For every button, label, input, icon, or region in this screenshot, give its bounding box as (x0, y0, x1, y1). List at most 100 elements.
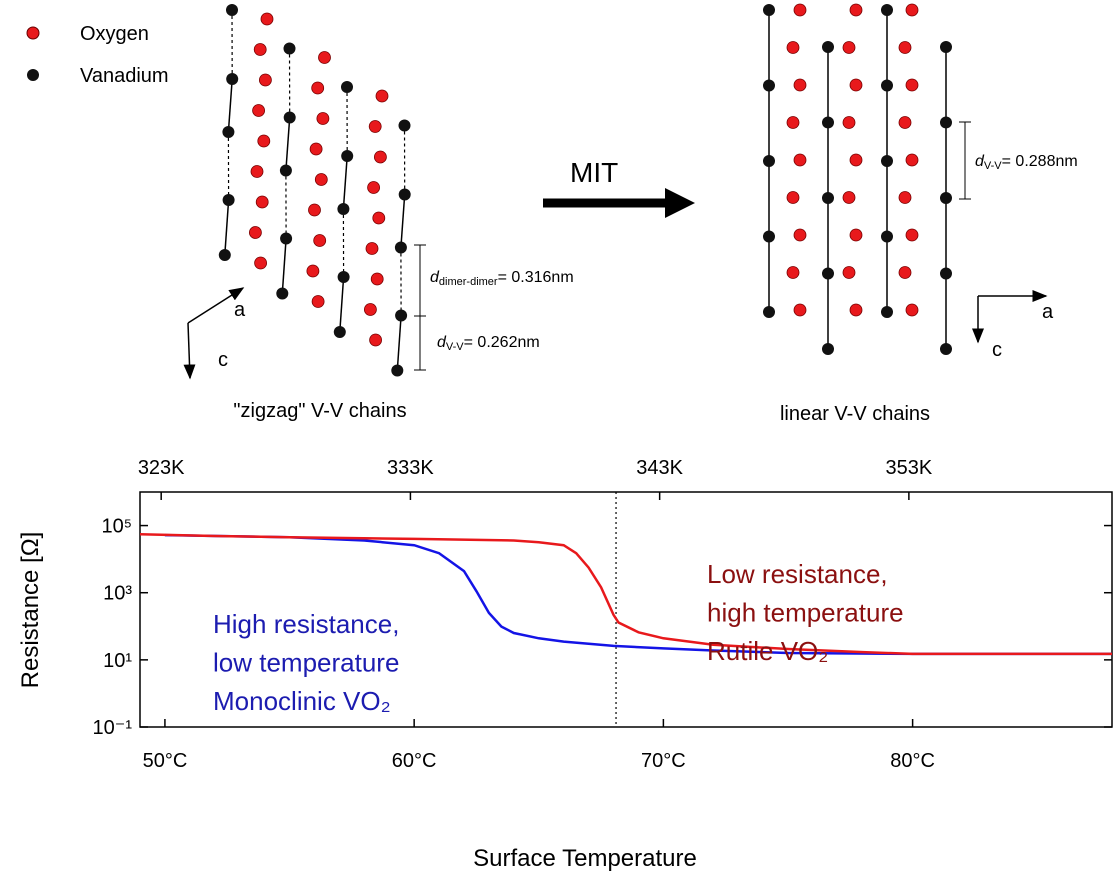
y-tick-label: 10⁵ (101, 516, 132, 538)
oxygen-atom (793, 78, 807, 92)
diagram: Oxygen Vanadium MIT "zigzag" V-V chains … (26, 3, 1078, 425)
oxygen-atom (793, 3, 807, 17)
oxygen-atom (898, 41, 912, 54)
oxygen-atom (905, 303, 919, 317)
vanadium-atom (881, 79, 893, 92)
oxygen-atom (842, 116, 856, 129)
axis-letter: c (218, 349, 228, 371)
oxygen-atom (255, 195, 269, 209)
vanadium-atom (940, 116, 952, 129)
vanadium-atom (763, 79, 775, 92)
distance-label: dV-V= 0.262nm (437, 334, 540, 353)
annotation: High resistance, (213, 609, 399, 639)
oxygen-atom (365, 242, 379, 255)
vanadium-atom (881, 306, 893, 318)
oxygen-atom (842, 191, 856, 204)
caption: linear V-V chains (780, 403, 930, 425)
vanadium-atom (881, 4, 893, 16)
vanadium-atom (822, 192, 834, 204)
oxygen-atom (849, 78, 863, 92)
x2-tick-label: 323K (138, 457, 185, 479)
oxygen-atom (793, 153, 807, 167)
value: = 0.316nm (498, 269, 574, 286)
oxygen-atom (258, 73, 272, 87)
vanadium-atom (398, 119, 411, 132)
oxygen-atom (905, 228, 919, 242)
bond (224, 199, 230, 256)
vanadium-atom (763, 155, 775, 167)
bond (285, 117, 291, 171)
oxygen-atom (372, 211, 386, 225)
vanadium-atom (940, 343, 952, 355)
vanadium-atom (394, 241, 407, 254)
vanadium-atom (222, 126, 235, 138)
oxygen-atom (849, 3, 863, 17)
vanadium-atom (276, 287, 289, 300)
oxygen-atom (309, 142, 323, 156)
vanadium-atom (763, 306, 775, 318)
oxygen-atom (248, 226, 262, 239)
value: = 0.262nm (464, 334, 540, 351)
axis-letter: a (1042, 301, 1054, 323)
axis-arrow (187, 287, 245, 324)
symbol: d (437, 334, 447, 351)
vanadium-atom (283, 111, 296, 124)
oxygen-atom (252, 104, 266, 117)
oxygen-atom (314, 173, 328, 186)
oxygen-atom (849, 303, 863, 317)
oxygen-atom (306, 264, 320, 278)
vanadium-atom (279, 164, 292, 177)
legend-label: Vanadium (80, 65, 169, 87)
oxygen-atom (369, 333, 383, 347)
oxygen-atom (260, 12, 274, 26)
vanadium-atom (940, 41, 952, 53)
bond (396, 315, 402, 371)
distance-label: dV-V= 0.288nm (975, 153, 1078, 172)
vanadium-atom (822, 267, 834, 280)
bond (339, 276, 345, 333)
x-tick-label: 70°C (641, 750, 686, 772)
value: = 0.288nm (1002, 153, 1078, 170)
oxygen-atom (370, 272, 384, 286)
axis-arrow (183, 322, 196, 380)
oxygen-atom (786, 116, 800, 129)
oxygen-atom (368, 120, 382, 133)
oxygen-atom (849, 153, 863, 167)
subscript: V-V (984, 160, 1002, 172)
oxygen-atom (367, 181, 381, 194)
x-tick-label: 50°C (143, 750, 188, 772)
annotation: Monoclinic VO₂ (213, 686, 391, 716)
bond (342, 155, 348, 210)
oxygen-atom (318, 51, 331, 64)
y-tick-label: 10³ (103, 583, 132, 605)
oxygen-atom (898, 191, 912, 204)
annotation: low temperature (213, 648, 399, 678)
y-tick-label: 10⁻¹ (93, 717, 133, 739)
bond (400, 194, 406, 248)
y-axis-title: Resistance [Ω] (17, 532, 44, 689)
oxygen-key (26, 26, 40, 40)
vanadium-key (27, 69, 39, 81)
legend-label: Oxygen (80, 23, 149, 45)
oxygen-atom (375, 89, 389, 103)
subscript: dimer-dimer (439, 276, 498, 288)
oxygen-atom (842, 266, 856, 279)
transition-arrowhead (665, 188, 695, 218)
distance-label: ddimer-dimer= 0.316nm (430, 269, 574, 288)
vanadium-atom (940, 267, 952, 280)
bracket (414, 244, 426, 371)
vanadium-atom (222, 194, 235, 206)
vanadium-atom (881, 155, 893, 167)
axis-letter: c (992, 339, 1002, 361)
vanadium-atom (226, 73, 239, 85)
oxygen-atom (898, 266, 912, 279)
vanadium-atom (337, 271, 350, 283)
x-tick-label: 80°C (890, 750, 935, 772)
oxygen-atom (254, 256, 268, 270)
oxygen-atom (363, 303, 377, 316)
series-line (139, 533, 1112, 656)
vanadium-atom (283, 42, 296, 55)
subscript: V-V (446, 341, 464, 353)
vanadium-atom (337, 203, 350, 215)
